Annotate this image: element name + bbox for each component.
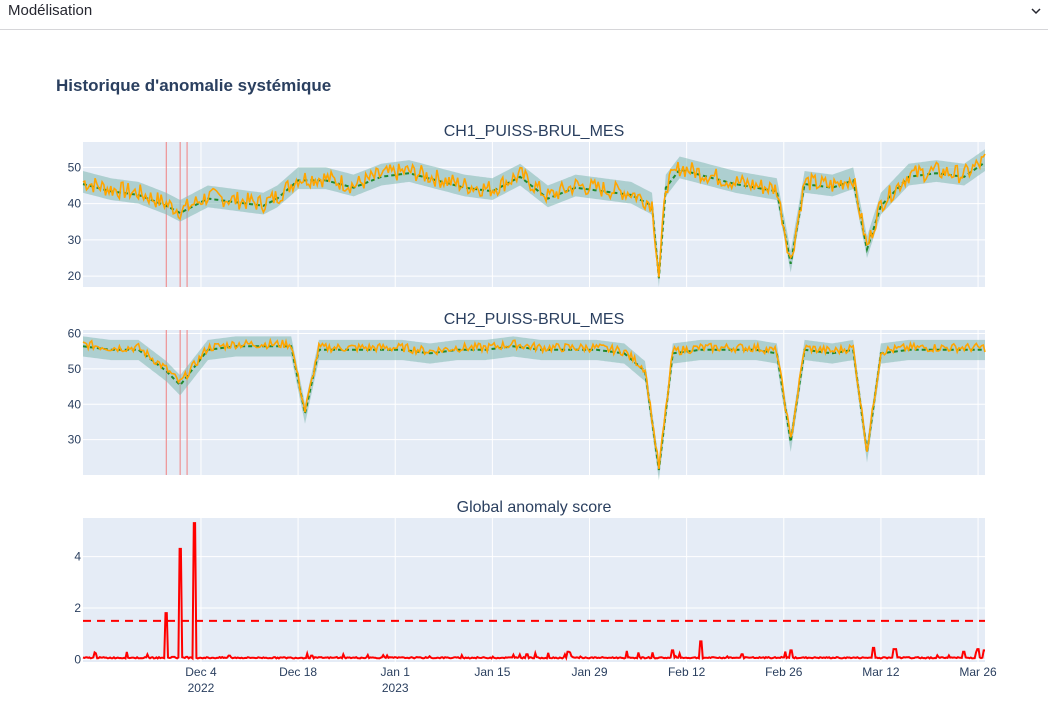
y-tick-label: 40 — [68, 197, 82, 211]
modelisation-expander-header[interactable]: Modélisation — [0, 0, 1048, 30]
y-tick-label: 30 — [68, 233, 82, 247]
y-tick-label: 50 — [68, 160, 82, 174]
x-tick-label: Jan 15 — [474, 665, 510, 679]
anomaly-score-line — [82, 522, 985, 661]
y-tick-label: 2 — [74, 601, 81, 615]
y-tick-label: 40 — [68, 397, 82, 411]
expander-title: Modélisation — [8, 2, 93, 19]
measured-line — [82, 337, 986, 470]
x-tick-year-label: 2022 — [188, 681, 215, 695]
x-tick-year-label: 2023 — [382, 681, 409, 695]
y-tick-label: 0 — [74, 652, 81, 666]
y-tick-label: 4 — [74, 550, 81, 564]
x-tick-label: Mar 12 — [862, 665, 900, 679]
y-tick-label: 20 — [68, 269, 82, 283]
y-tick-label: 30 — [68, 433, 82, 447]
x-tick-label: Jan 29 — [571, 665, 607, 679]
plot-area-1 — [83, 142, 985, 287]
x-tick-label: Feb 12 — [668, 665, 706, 679]
section-title: Historique d'anomalie systémique — [56, 76, 332, 95]
chevron-down-icon[interactable] — [1028, 3, 1044, 19]
x-tick-label: Mar 26 — [959, 665, 997, 679]
panel-title-1: CH1_PUISS-BRUL_MES — [444, 123, 625, 140]
panel-title-2: CH2_PUISS-BRUL_MES — [444, 311, 625, 328]
predicted-line — [82, 345, 985, 471]
plot-area-3 — [83, 518, 985, 662]
x-tick-label: Jan 1 — [381, 665, 411, 679]
panel-title-3: Global anomaly score — [457, 499, 612, 516]
y-tick-label: 50 — [68, 362, 82, 376]
predicted-line — [82, 161, 986, 279]
x-tick-label: Feb 26 — [765, 665, 803, 679]
y-tick-label: 60 — [68, 327, 82, 341]
measured-line — [82, 153, 986, 278]
x-tick-label: Dec 4 — [185, 665, 217, 679]
x-tick-label: Dec 18 — [279, 665, 317, 679]
